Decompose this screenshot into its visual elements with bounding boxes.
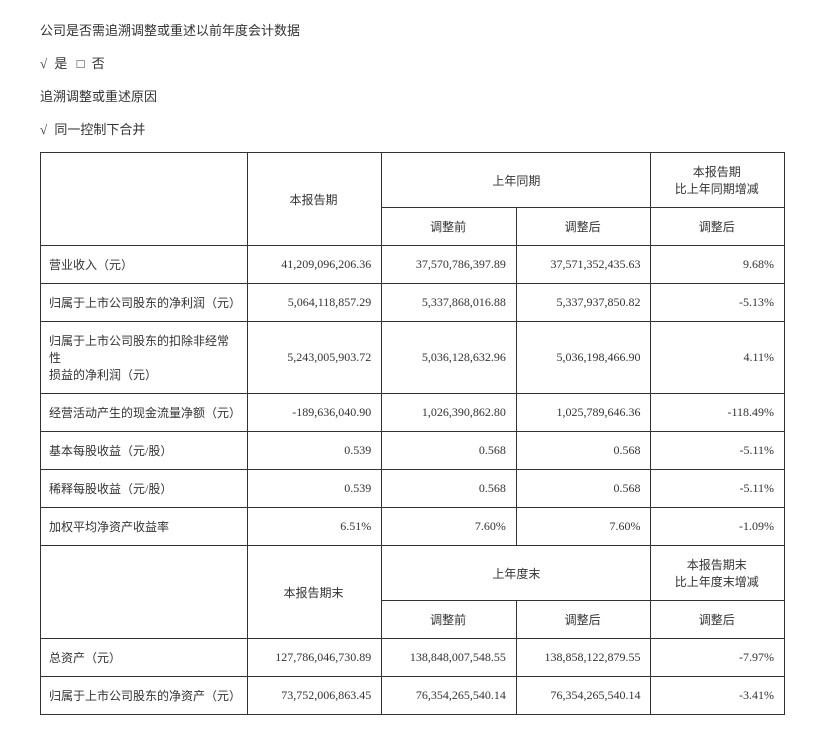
header2-after-adj: 调整后: [516, 601, 651, 639]
table-header-row1: 本报告期 上年同期 本报告期 比上年同期增减: [41, 153, 785, 208]
label-no: 否: [92, 56, 105, 71]
row-change: -5.11%: [651, 432, 785, 470]
row-after: 5,337,937,850.82: [516, 284, 651, 322]
row-change: -7.97%: [651, 639, 785, 677]
row-label: 营业收入（元）: [41, 246, 248, 284]
row-label: 归属于上市公司股东的净资产（元）: [41, 677, 248, 715]
row-label: 总资产（元）: [41, 639, 248, 677]
row-current: 0.539: [247, 470, 382, 508]
table-row: 基本每股收益（元/股） 0.539 0.568 0.568 -5.11%: [41, 432, 785, 470]
row-change: -5.13%: [651, 284, 785, 322]
row-current: 127,786,046,730.89: [247, 639, 382, 677]
row-after: 5,036,198,466.90: [516, 322, 651, 394]
row-label: 归属于上市公司股东的净利润（元）: [41, 284, 248, 322]
row-change: 4.11%: [651, 322, 785, 394]
table-row: 营业收入（元） 41,209,096,206.36 37,570,786,397…: [41, 246, 785, 284]
row-after: 138,858,122,879.55: [516, 639, 651, 677]
table-row: 经营活动产生的现金流量净额（元） -189,636,040.90 1,026,3…: [41, 394, 785, 432]
row-before: 5,036,128,632.96: [382, 322, 517, 394]
row-after: 76,354,265,540.14: [516, 677, 651, 715]
table-row: 稀释每股收益（元/股） 0.539 0.568 0.568 -5.11%: [41, 470, 785, 508]
row-after: 0.568: [516, 470, 651, 508]
row-current: 6.51%: [247, 508, 382, 546]
row-before: 0.568: [382, 470, 517, 508]
row-before: 5,337,868,016.88: [382, 284, 517, 322]
row-current: 73,752,006,863.45: [247, 677, 382, 715]
row-change: -1.09%: [651, 508, 785, 546]
row-label: 基本每股收益（元/股）: [41, 432, 248, 470]
header2-current-end: 本报告期末: [247, 546, 382, 639]
header2-blank: [41, 546, 248, 639]
header2-change-end: 本报告期末 比上年度末增减: [651, 546, 785, 601]
check-yes-icon: √: [40, 56, 47, 72]
header-before-adj: 调整前: [382, 208, 517, 246]
header2-after-adj2: 调整后: [651, 601, 785, 639]
row-label: 稀释每股收益（元/股）: [41, 470, 248, 508]
row-before: 37,570,786,397.89: [382, 246, 517, 284]
label-reason: 同一控制下合并: [54, 122, 145, 137]
row-change: -5.11%: [651, 470, 785, 508]
row-before: 76,354,265,540.14: [382, 677, 517, 715]
label-yes: 是: [54, 56, 67, 71]
header-after-adj: 调整后: [516, 208, 651, 246]
row-change: 9.68%: [651, 246, 785, 284]
header2-before-adj: 调整前: [382, 601, 517, 639]
row-after: 0.568: [516, 432, 651, 470]
row-current: 5,064,118,857.29: [247, 284, 382, 322]
header-prior-period: 上年同期: [382, 153, 651, 208]
header-after-adj2: 调整后: [651, 208, 785, 246]
row-current: -189,636,040.90: [247, 394, 382, 432]
row-current: 0.539: [247, 432, 382, 470]
table-row: 总资产（元） 127,786,046,730.89 138,848,007,54…: [41, 639, 785, 677]
row-current: 5,243,005,903.72: [247, 322, 382, 394]
row-label: 归属于上市公司股东的扣除非经常性 损益的净利润（元）: [41, 322, 248, 394]
row-before: 7.60%: [382, 508, 517, 546]
table-row: 归属于上市公司股东的扣除非经常性 损益的净利润（元） 5,243,005,903…: [41, 322, 785, 394]
row-current: 41,209,096,206.36: [247, 246, 382, 284]
checkbox-yes-no: √ 是 □ 否: [40, 53, 785, 72]
row-before: 1,026,390,862.80: [382, 394, 517, 432]
row-before: 0.568: [382, 432, 517, 470]
header-change: 本报告期 比上年同期增减: [651, 153, 785, 208]
financial-table: 本报告期 上年同期 本报告期 比上年同期增减 调整前 调整后 调整后 营业收入（…: [40, 152, 785, 715]
table-row: 归属于上市公司股东的净利润（元） 5,064,118,857.29 5,337,…: [41, 284, 785, 322]
check-reason-icon: √: [40, 122, 47, 138]
table-row: 归属于上市公司股东的净资产（元） 73,752,006,863.45 76,35…: [41, 677, 785, 715]
table-row: 加权平均净资产收益率 6.51% 7.60% 7.60% -1.09%: [41, 508, 785, 546]
header-reason-label: 追溯调整或重述原因: [40, 86, 785, 105]
row-after: 7.60%: [516, 508, 651, 546]
row-after: 37,571,352,435.63: [516, 246, 651, 284]
row-before: 138,848,007,548.55: [382, 639, 517, 677]
row-label: 加权平均净资产收益率: [41, 508, 248, 546]
row-label: 经营活动产生的现金流量净额（元）: [41, 394, 248, 432]
row-after: 1,025,789,646.36: [516, 394, 651, 432]
table2-header-row1: 本报告期末 上年度末 本报告期末 比上年度末增减: [41, 546, 785, 601]
row-change: -3.41%: [651, 677, 785, 715]
header-blank: [41, 153, 248, 246]
checkbox-reason: √ 同一控制下合并: [40, 119, 785, 138]
header-current-period: 本报告期: [247, 153, 382, 246]
header-question: 公司是否需追溯调整或重述以前年度会计数据: [40, 20, 785, 39]
header2-prior-end: 上年度末: [382, 546, 651, 601]
row-change: -118.49%: [651, 394, 785, 432]
box-no-icon: □: [77, 56, 85, 72]
